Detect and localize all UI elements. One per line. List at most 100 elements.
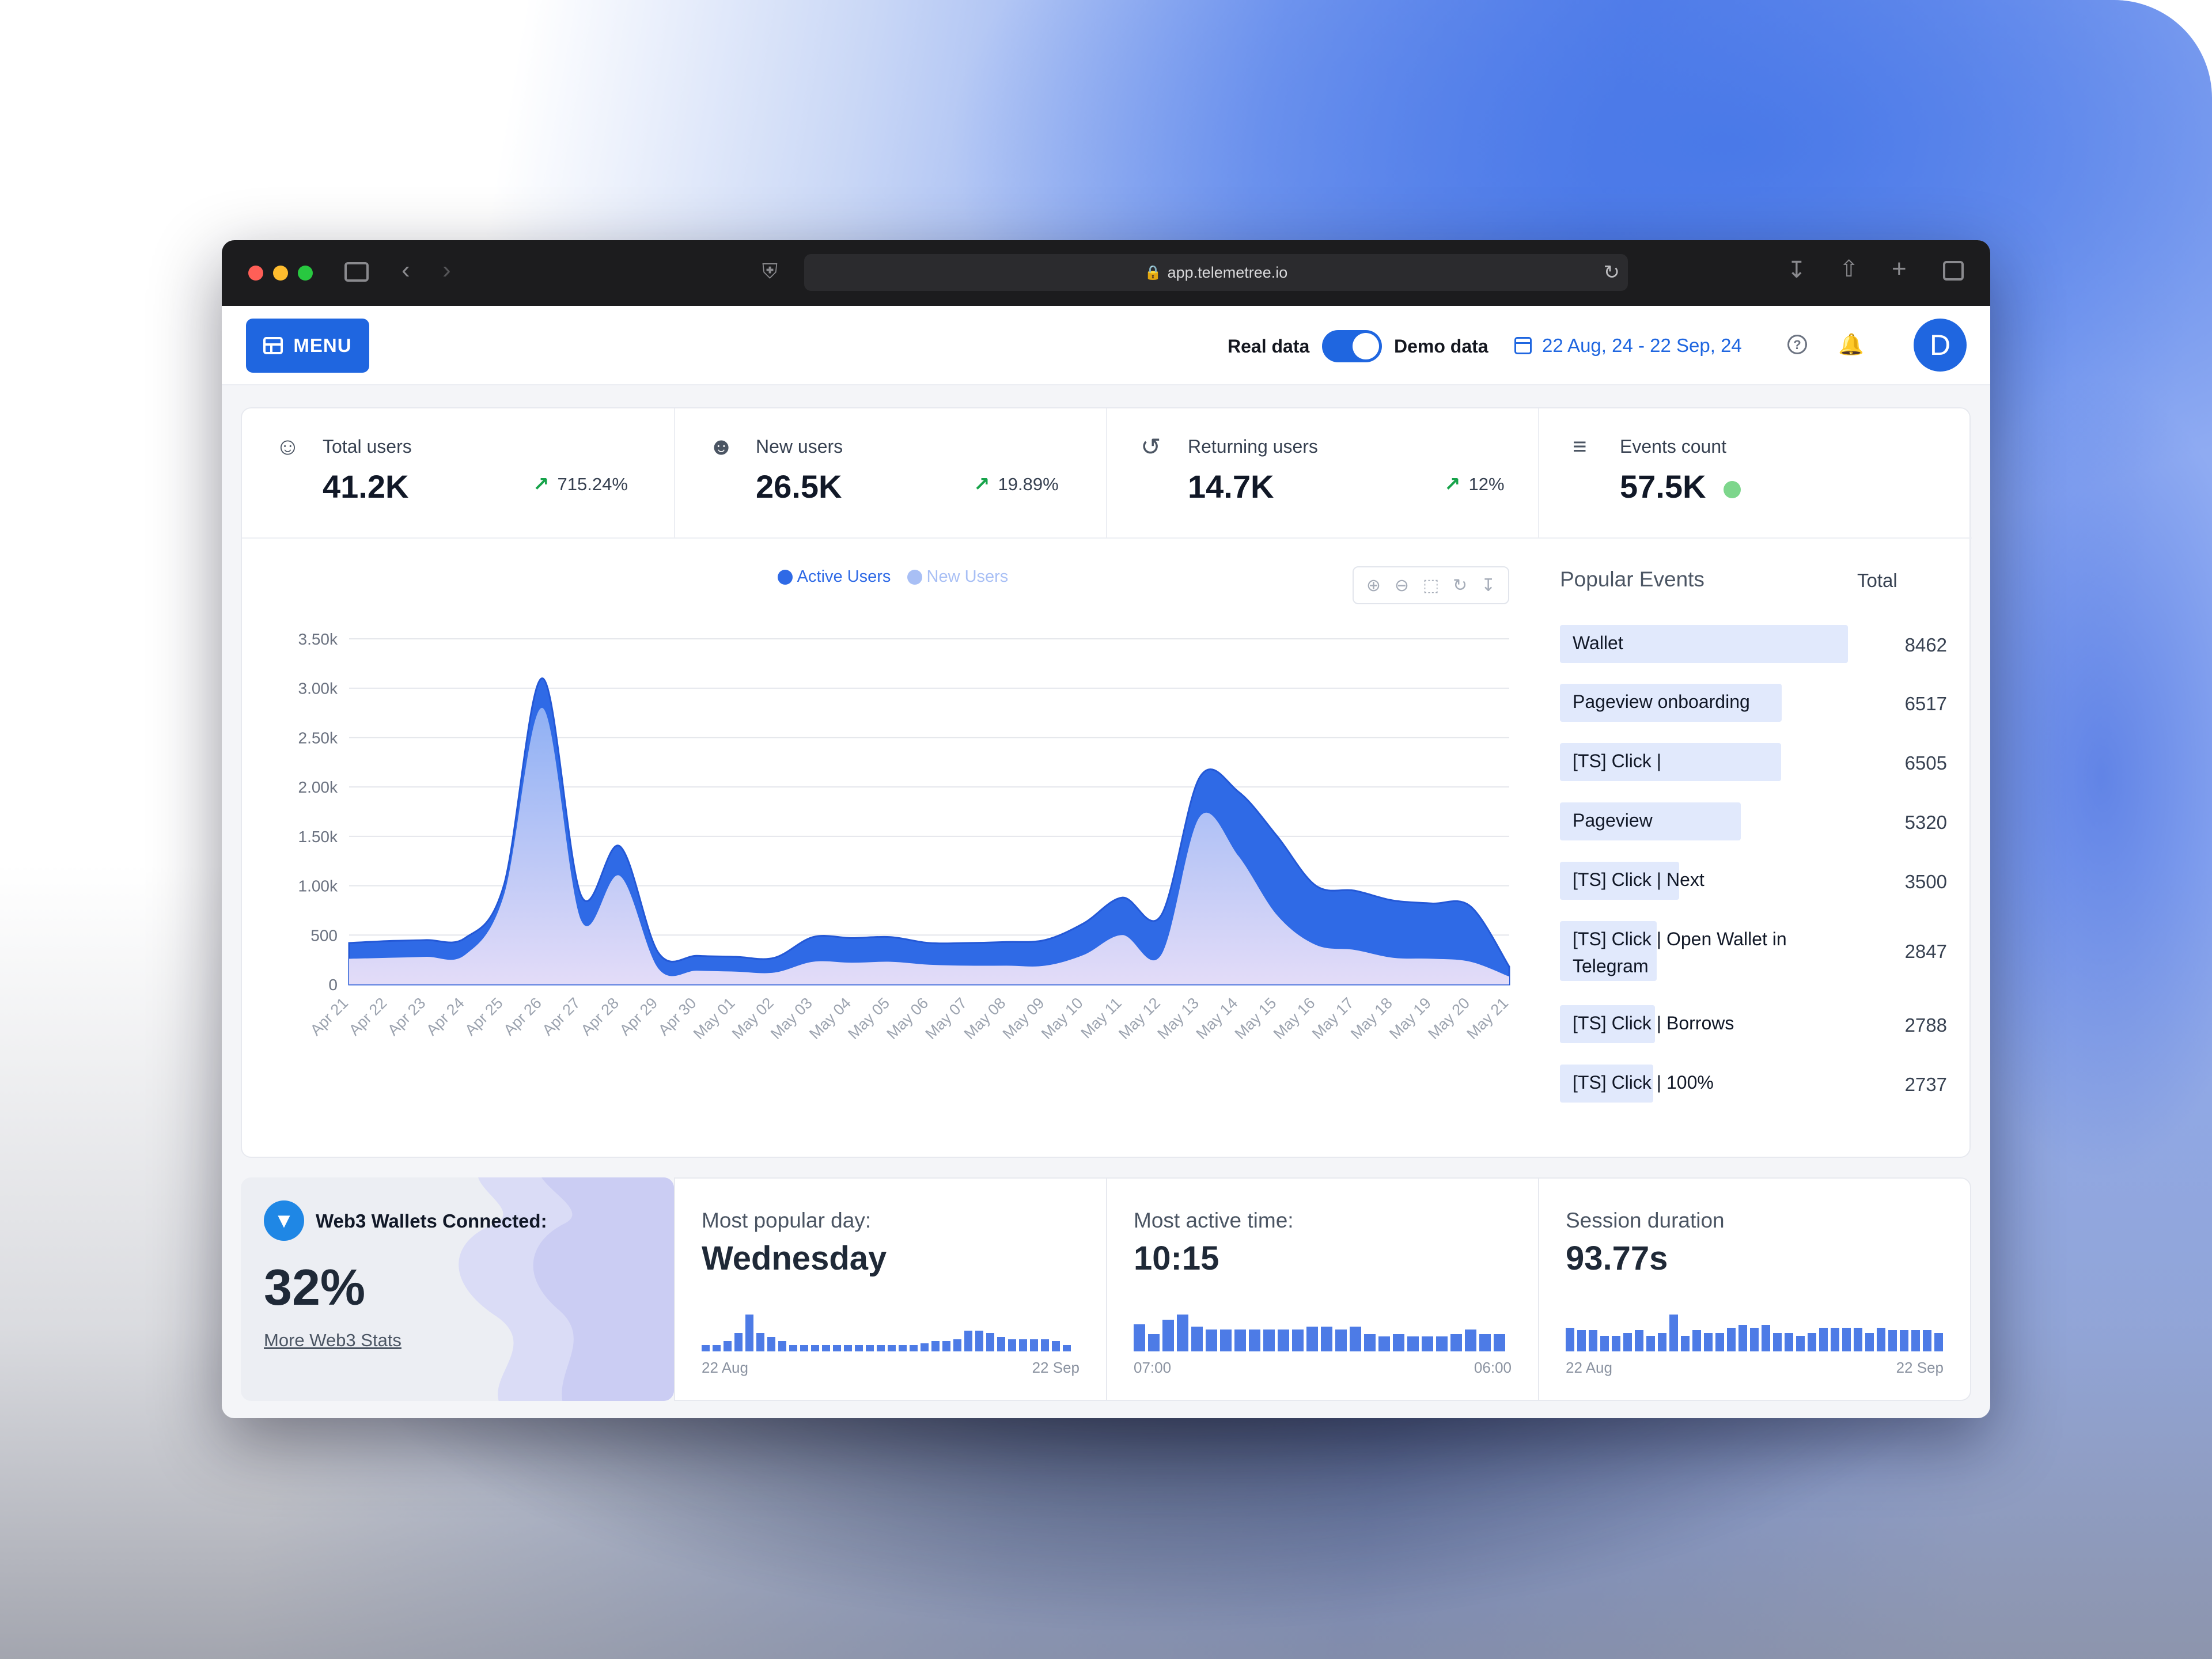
real-data-label: Real data xyxy=(1228,336,1310,357)
stat-value: 26.5K xyxy=(756,468,842,505)
spark-bar xyxy=(1900,1330,1908,1351)
spark-bar xyxy=(1831,1328,1839,1351)
event-row[interactable]: [TS] Click | Open Wallet in Telegram 2847 xyxy=(1544,921,1947,981)
event-row[interactable]: [TS] Click | Next 3500 xyxy=(1544,862,1947,900)
web3-value: 32% xyxy=(264,1259,366,1316)
event-row[interactable]: [TS] Click | Borrows 2788 xyxy=(1544,1005,1947,1043)
legend-active-users[interactable]: Active Users xyxy=(777,567,891,586)
sparkline-end-label: 06:00 xyxy=(1474,1359,1512,1376)
minimize-window-button[interactable] xyxy=(273,266,288,281)
downloads-icon[interactable]: ↧ xyxy=(1787,257,1806,283)
x-tick-label: Apr 25 xyxy=(461,994,506,1039)
metric-title: Session duration xyxy=(1566,1209,1725,1232)
y-tick-label: 3.00k xyxy=(298,680,338,698)
spark-bar xyxy=(1041,1339,1049,1351)
spark-bar xyxy=(734,1333,743,1351)
x-tick-label: May 06 xyxy=(883,994,931,1043)
spark-bar xyxy=(1600,1336,1609,1351)
spark-bar xyxy=(1877,1328,1885,1351)
event-total: 2788 xyxy=(1904,1014,1947,1036)
data-mode-toggle[interactable] xyxy=(1322,330,1382,362)
spark-bar xyxy=(822,1345,830,1351)
spark-bar xyxy=(778,1341,786,1351)
user-icon: ☺ xyxy=(275,433,300,460)
spark-bar xyxy=(1669,1315,1678,1351)
event-row[interactable]: Pageview 5320 xyxy=(1544,802,1947,840)
close-window-button[interactable] xyxy=(248,266,263,281)
event-name: [TS] Click | Borrows xyxy=(1573,1013,1734,1033)
stat-value: 57.5K xyxy=(1620,468,1706,505)
reset-icon[interactable]: ↻ xyxy=(1452,575,1468,595)
refresh-icon: ↺ xyxy=(1141,433,1161,460)
spark-bar xyxy=(1148,1334,1160,1351)
address-bar[interactable]: 🔒 app.telemetree.io ↻ xyxy=(804,254,1628,291)
x-tick-label: May 02 xyxy=(729,994,777,1043)
back-icon[interactable]: ‹ xyxy=(402,256,410,284)
spark-bar xyxy=(1019,1339,1027,1351)
date-range-text: 22 Aug, 24 - 22 Sep, 24 xyxy=(1542,335,1742,356)
lock-icon: 🔒 xyxy=(1144,264,1162,281)
legend-new-users[interactable]: New Users xyxy=(907,567,1008,586)
browser-window: ‹ › ⛨ 🔒 app.telemetree.io ↻ ↧ ⇧ + MENU R… xyxy=(222,240,1990,1418)
y-tick-label: 2.00k xyxy=(298,778,338,796)
zoom-in-icon[interactable]: ⊕ xyxy=(1366,575,1381,595)
maximize-window-button[interactable] xyxy=(298,266,313,281)
spark-bar xyxy=(964,1331,972,1351)
spark-bar xyxy=(1727,1328,1736,1351)
select-zoom-icon[interactable]: ⬚ xyxy=(1422,575,1440,595)
event-total: 5320 xyxy=(1904,812,1947,833)
tab-overview-icon[interactable] xyxy=(1943,261,1964,281)
spark-bar xyxy=(1623,1333,1632,1351)
menu-button[interactable]: MENU xyxy=(246,319,369,373)
users-icon: ☻ xyxy=(709,433,734,460)
event-row[interactable]: Pageview onboarding 6517 xyxy=(1544,684,1947,722)
sidebar-toggle-icon[interactable] xyxy=(344,262,369,282)
users-chart: Active Users New Users ⊕ ⊖ ⬚ ↻ ↧ 0 500 1.0… xyxy=(242,539,1544,1158)
web3-card: ▼ Web3 Wallets Connected: 32% More Web3 … xyxy=(241,1177,674,1401)
app-header: MENU Real data Demo data 22 Aug, 24 - 22… xyxy=(222,306,1990,385)
spark-bar xyxy=(888,1345,896,1351)
spark-bar xyxy=(1393,1334,1404,1351)
spark-bar xyxy=(1934,1333,1943,1351)
spark-bar xyxy=(1052,1341,1060,1351)
download-icon[interactable]: ↧ xyxy=(1480,575,1496,595)
spark-bar xyxy=(1762,1325,1770,1351)
x-tick-label: Apr 27 xyxy=(539,994,584,1039)
x-tick-label: Apr 22 xyxy=(346,994,390,1039)
spark-bar xyxy=(1220,1330,1232,1351)
share-icon[interactable]: ⇧ xyxy=(1839,256,1859,282)
spark-bar xyxy=(1692,1330,1701,1351)
user-avatar[interactable]: D xyxy=(1914,319,1967,372)
event-row[interactable]: [TS] Click | 100% 2737 xyxy=(1544,1065,1947,1103)
forward-icon[interactable]: › xyxy=(442,256,451,284)
stat-new-users: ☻ New users 26.5K ↗ 19.89% xyxy=(675,408,1107,537)
help-icon[interactable]: ? xyxy=(1787,335,1807,354)
date-range-picker[interactable]: 22 Aug, 24 - 22 Sep, 24 xyxy=(1514,335,1742,357)
metric-title: Most popular day: xyxy=(702,1209,872,1232)
event-row[interactable]: Wallet 8462 xyxy=(1544,625,1947,663)
spark-bar xyxy=(1888,1330,1897,1351)
sparkline-end-label: 22 Sep xyxy=(1896,1359,1944,1376)
event-row[interactable]: [TS] Click | 6505 xyxy=(1544,743,1947,781)
series-new-users-area xyxy=(349,707,1509,984)
spark-bar xyxy=(1750,1328,1759,1351)
event-name: Pageview xyxy=(1573,810,1653,831)
new-tab-icon[interactable]: + xyxy=(1892,255,1907,283)
more-web3-stats-link[interactable]: More Web3 Stats xyxy=(264,1330,402,1350)
bell-icon[interactable]: 🔔 xyxy=(1838,332,1864,356)
x-tick-label: May 19 xyxy=(1386,994,1434,1043)
event-bar xyxy=(1560,802,1741,840)
reload-icon[interactable]: ↻ xyxy=(1603,262,1620,283)
sparkline xyxy=(1134,1305,1505,1351)
total-header: Total xyxy=(1857,570,1897,591)
sparkline-start-label: 22 Aug xyxy=(1566,1359,1612,1376)
event-bar xyxy=(1560,684,1782,722)
zoom-out-icon[interactable]: ⊖ xyxy=(1394,575,1409,595)
privacy-shield-icon[interactable]: ⛨ xyxy=(762,259,778,283)
browser-titlebar: ‹ › ⛨ 🔒 app.telemetree.io ↻ ↧ ⇧ + xyxy=(222,240,1990,306)
spark-bar xyxy=(1306,1327,1318,1351)
spark-bar xyxy=(1292,1330,1304,1351)
spark-bar xyxy=(1854,1328,1862,1351)
stat-value: 14.7K xyxy=(1188,468,1274,505)
spark-bar xyxy=(1407,1336,1419,1351)
